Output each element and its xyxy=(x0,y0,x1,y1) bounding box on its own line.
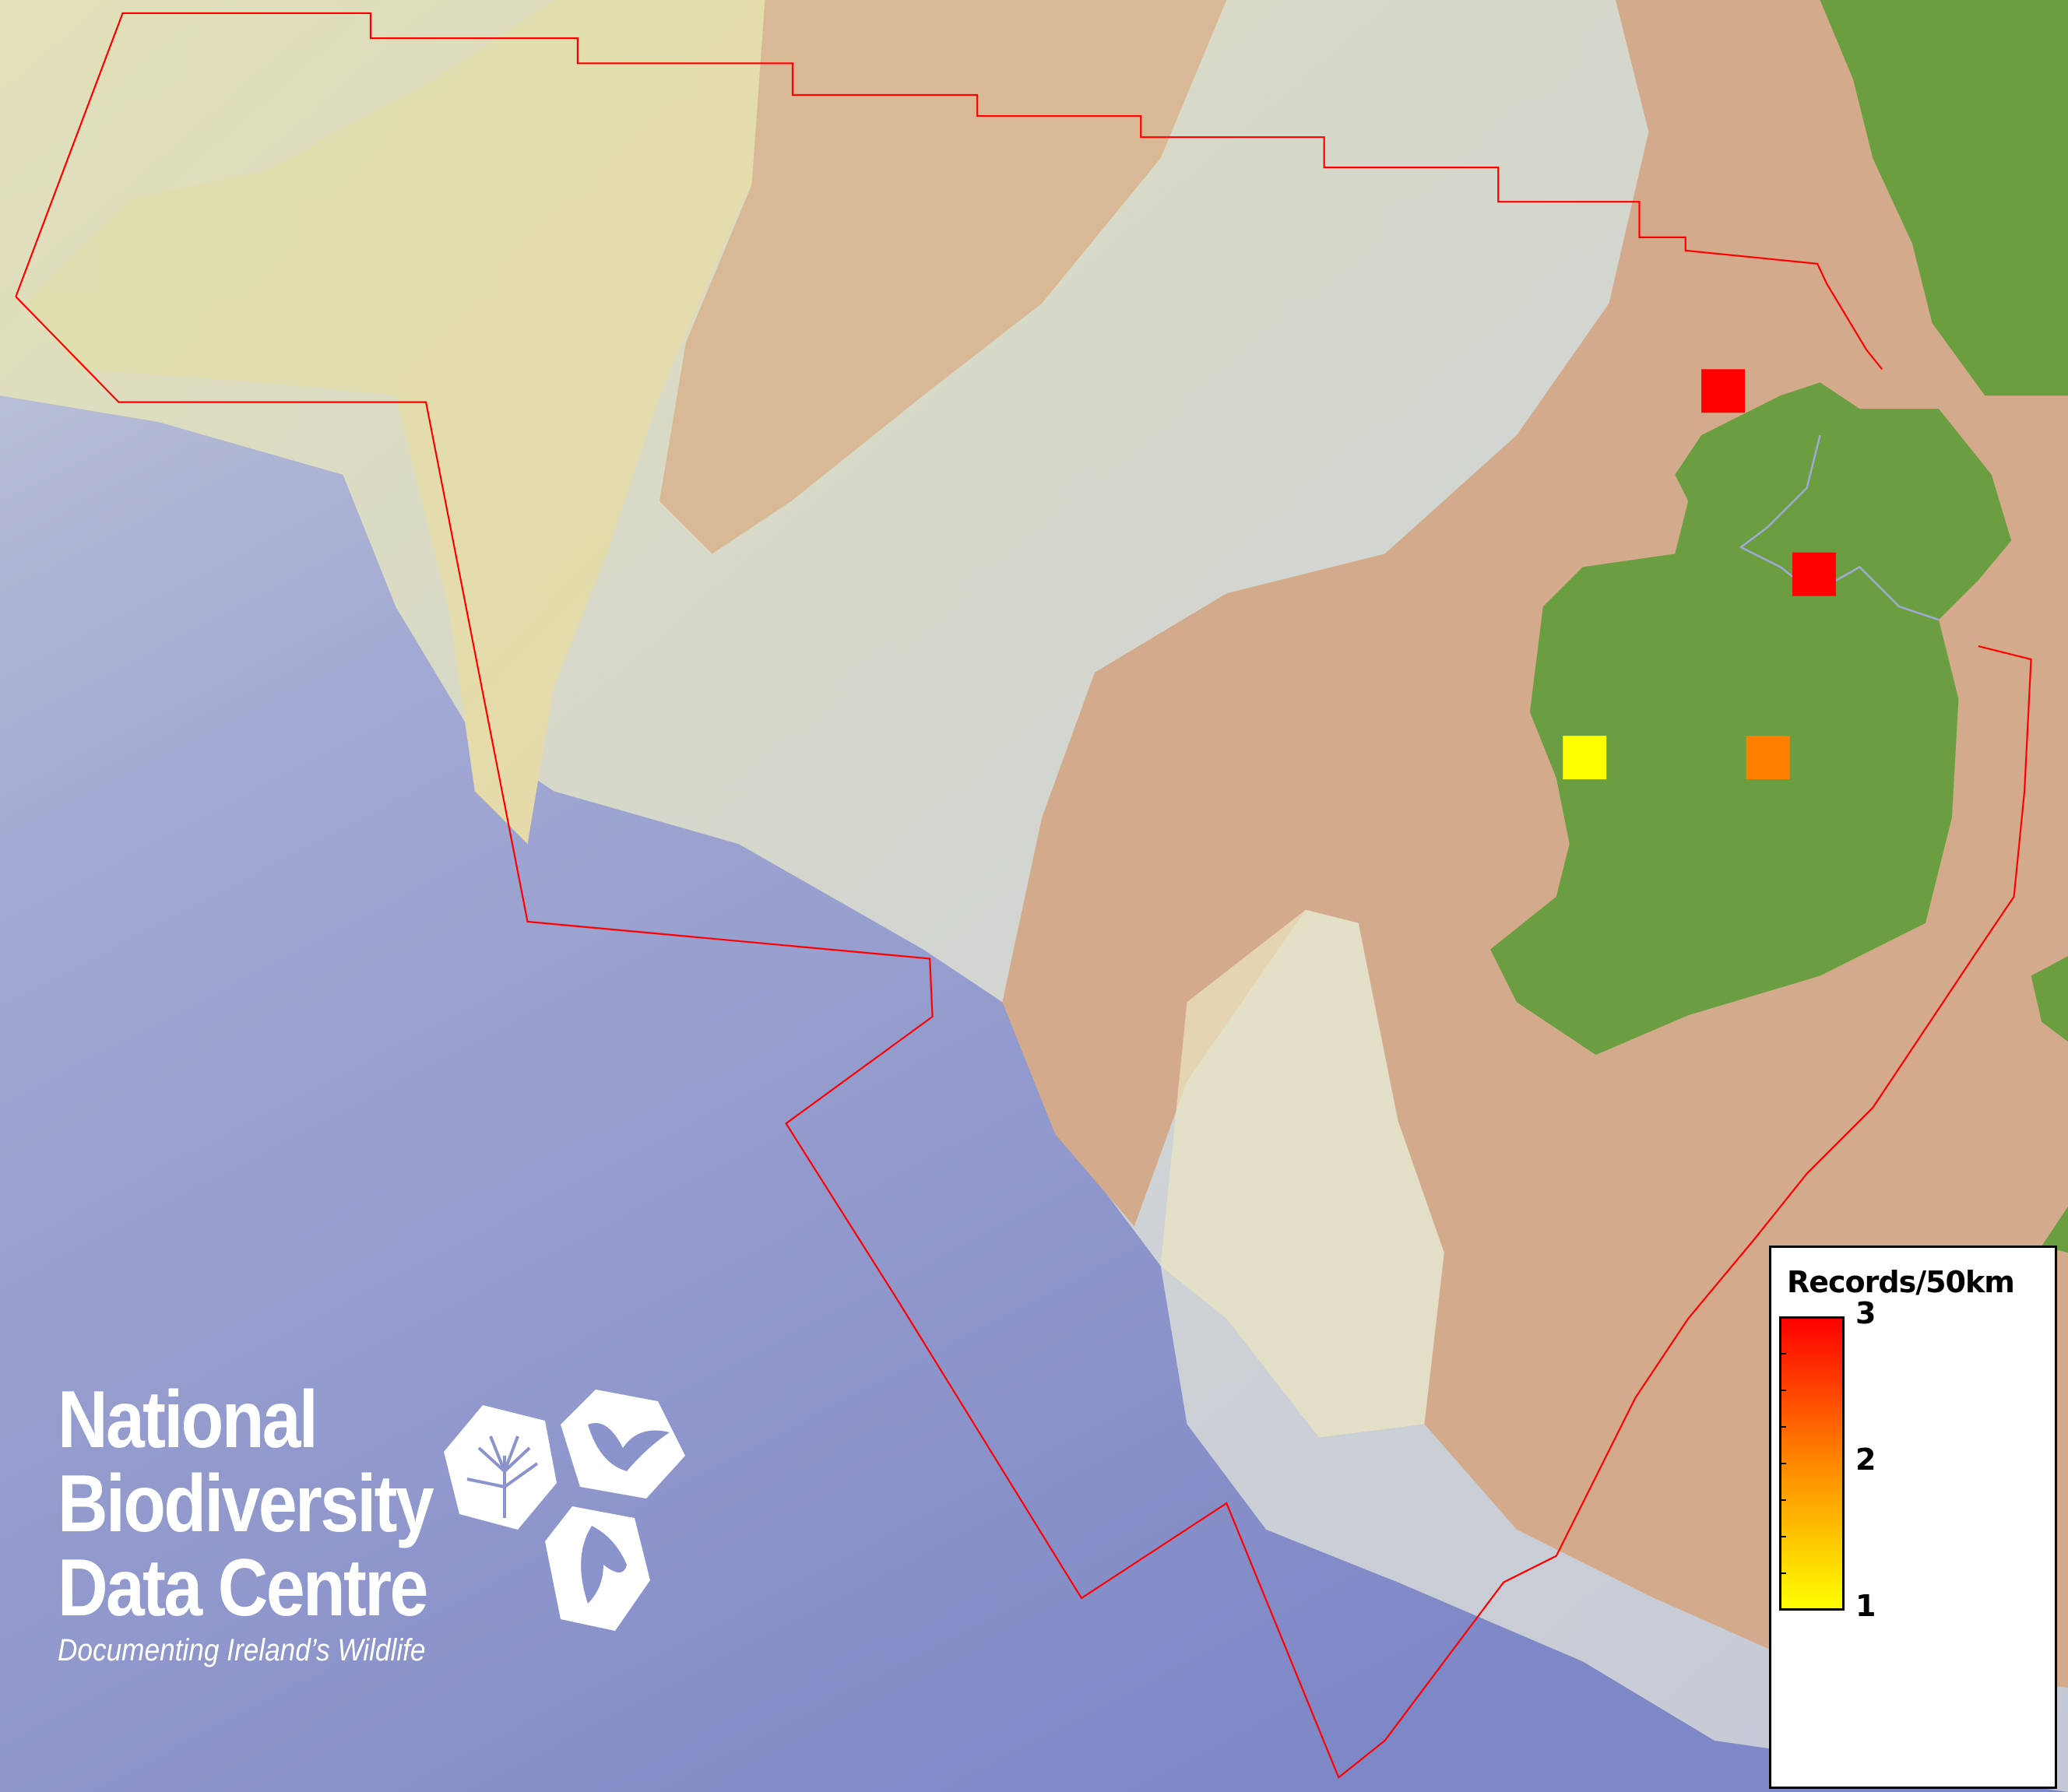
land-ireland xyxy=(1490,382,2012,1056)
land-scotland xyxy=(1820,0,2068,396)
logo-hexagons xyxy=(444,1390,685,1631)
logo-line-3: Data Centre xyxy=(58,1543,428,1633)
plant-icon xyxy=(444,1405,557,1530)
land-wales xyxy=(2031,956,2068,1042)
legend-mid-label: 2 xyxy=(1855,1442,1876,1477)
legend-title: Records/50km xyxy=(1787,1265,2015,1299)
shelf-edge-pale xyxy=(1160,909,1444,1438)
legend-min-label: 1 xyxy=(1855,1589,1876,1623)
logo-line-1: National xyxy=(58,1375,318,1465)
record-cell-west-coast[interactable] xyxy=(1563,736,1607,780)
nbdc-logo: National Biodiversity Data Centre Docume… xyxy=(58,1378,493,1668)
land-cornwall xyxy=(2042,1206,2068,1253)
record-cell-north-coast[interactable] xyxy=(1701,369,1745,413)
record-cell-midlands[interactable] xyxy=(1746,736,1790,780)
colorbar-tick xyxy=(1781,1463,1786,1464)
colorbar-tick xyxy=(1781,1572,1786,1574)
shelf-yellow xyxy=(26,0,845,845)
legend-colorbar xyxy=(1779,1316,1845,1611)
boundary-line-south xyxy=(15,296,2032,1780)
legend: Records/50km 3 2 1 xyxy=(1769,1246,2057,1789)
colorbar-tick xyxy=(1781,1536,1786,1537)
logo-tagline: Documenting Ireland’s Wildlife xyxy=(58,1633,426,1667)
butterfly-icon xyxy=(561,1390,685,1499)
border-northern-ireland xyxy=(1739,434,1940,621)
colorbar-tick xyxy=(1781,1499,1786,1501)
record-cell-north-inland[interactable] xyxy=(1792,552,1836,596)
colorbar-tick xyxy=(1781,1426,1786,1428)
legend-max-label: 3 xyxy=(1855,1296,1876,1330)
seahorse-icon xyxy=(545,1506,650,1631)
colorbar-tick xyxy=(1781,1353,1786,1355)
colorbar-tick xyxy=(1781,1390,1786,1391)
boundary-line xyxy=(15,12,1883,370)
shelf-tan-north xyxy=(659,0,1227,554)
logo-line-2: Biodiversity xyxy=(58,1459,434,1549)
